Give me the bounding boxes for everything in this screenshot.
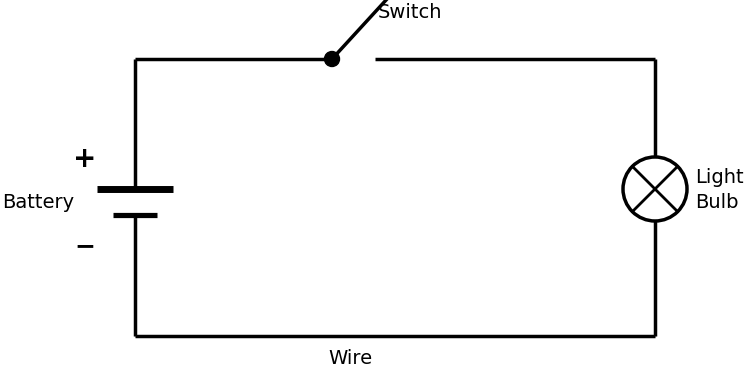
Text: Wire: Wire xyxy=(328,349,372,368)
Text: Battery: Battery xyxy=(2,193,74,212)
Text: Switch: Switch xyxy=(378,3,442,22)
Text: −: − xyxy=(74,234,95,258)
Text: Bulb: Bulb xyxy=(695,193,739,212)
Circle shape xyxy=(325,52,340,67)
Text: Light: Light xyxy=(695,168,743,187)
Text: +: + xyxy=(74,145,97,173)
